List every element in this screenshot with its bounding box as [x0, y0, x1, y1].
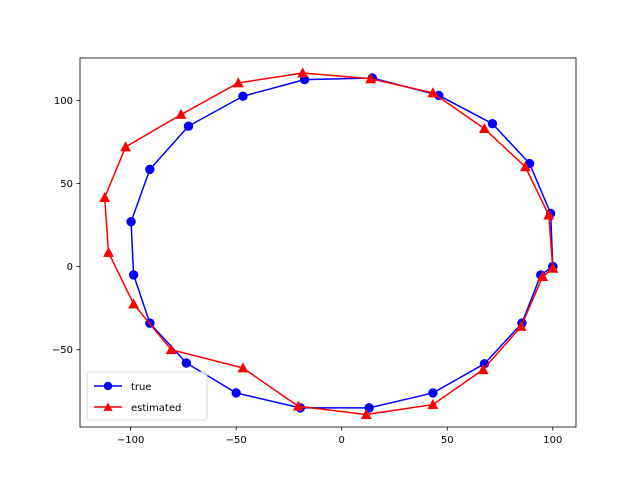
y-tick-label: 0 — [67, 262, 73, 273]
y-tick-label: 100 — [54, 96, 73, 107]
data-point — [175, 108, 187, 119]
x-tick-label: 100 — [543, 435, 562, 446]
series-line — [103, 72, 554, 416]
data-point — [365, 73, 377, 84]
data-point — [519, 161, 531, 172]
data-point — [165, 344, 177, 355]
data-point — [128, 270, 139, 280]
data-point — [364, 403, 374, 413]
data-point — [477, 364, 489, 375]
data-point — [547, 262, 559, 273]
data-point — [128, 298, 140, 309]
data-point — [237, 362, 249, 373]
data-point — [231, 388, 241, 398]
data-point — [487, 118, 498, 129]
data-point — [183, 121, 194, 131]
data-point — [120, 141, 132, 152]
data-point — [126, 217, 136, 227]
legend-marker — [103, 402, 113, 411]
data-point — [427, 87, 439, 98]
legend-marker — [103, 381, 113, 391]
data-point — [232, 77, 244, 88]
axes-layer: −100 −50 0 50 100 −50 0 50 100 — [52, 57, 577, 446]
data-point — [145, 164, 155, 175]
x-tick-label: 50 — [441, 435, 454, 446]
legend: true estimated — [86, 371, 208, 421]
data-point — [99, 191, 111, 203]
data-point — [428, 388, 438, 398]
legend-label: estimated — [131, 403, 181, 414]
legend-entry-true: true — [94, 381, 152, 393]
legend-label: true — [131, 382, 152, 393]
data-point — [103, 246, 114, 257]
data-point — [297, 67, 309, 78]
data-point — [478, 122, 490, 134]
data-point — [537, 270, 549, 281]
data-point — [360, 408, 372, 419]
data-point — [427, 398, 439, 409]
data-point — [292, 400, 304, 411]
data-point — [238, 91, 248, 101]
x-tick-label: 0 — [339, 435, 345, 446]
y-tick-label: −50 — [52, 345, 73, 356]
legend-box — [86, 371, 208, 421]
data-point — [543, 209, 555, 220]
x-tick-label: −50 — [226, 435, 247, 446]
data-point — [181, 358, 192, 368]
y-tick-label: 50 — [60, 179, 73, 190]
axes-frame — [79, 57, 577, 428]
data-point — [515, 320, 527, 331]
series-layer — [99, 67, 559, 419]
x-tick-label: −100 — [117, 435, 144, 446]
series-line — [130, 77, 554, 409]
legend-entry-estimated: estimated — [94, 402, 181, 414]
series-estimated — [99, 67, 559, 419]
